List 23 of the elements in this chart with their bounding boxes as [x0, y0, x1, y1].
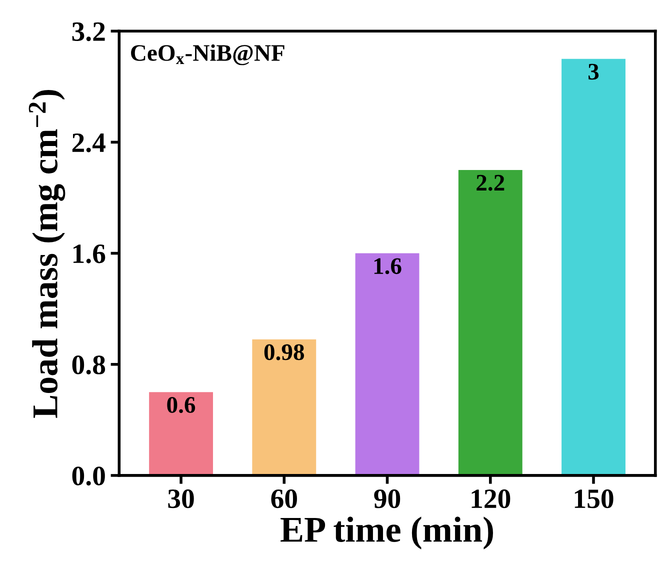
bar — [252, 339, 316, 476]
y-tick-label: 0.0 — [72, 466, 105, 486]
y-tick-label: 1.6 — [73, 244, 106, 264]
bar — [355, 253, 420, 476]
x-tick-label: 90 — [374, 489, 400, 508]
bar — [458, 170, 522, 476]
bar — [562, 58, 626, 476]
data-label: 0.6 — [167, 396, 196, 414]
x-tick-label: 60 — [271, 489, 297, 508]
x-tick-label: 120 — [472, 489, 510, 508]
y-tick-label: 0.8 — [72, 356, 106, 374]
data-label: 1.6 — [374, 258, 402, 274]
data-label: 0.98 — [264, 344, 304, 360]
data-label: 2.2 — [476, 174, 504, 191]
x-axis-title: EP time (min) — [280, 516, 493, 550]
x-tick-label: 30 — [168, 489, 194, 508]
y-tick-label: 2.4 — [72, 133, 106, 152]
text: CeO$_{x}$-NiB@NF — [131, 44, 284, 66]
x-tick-label: 150 — [574, 489, 614, 508]
y-axis-title: Load mass (mg cm$^{−2}$) — [28, 90, 66, 418]
y-tick-label: 3.2 — [72, 22, 105, 42]
data-label: 3 — [588, 64, 599, 80]
bar — [149, 392, 213, 476]
